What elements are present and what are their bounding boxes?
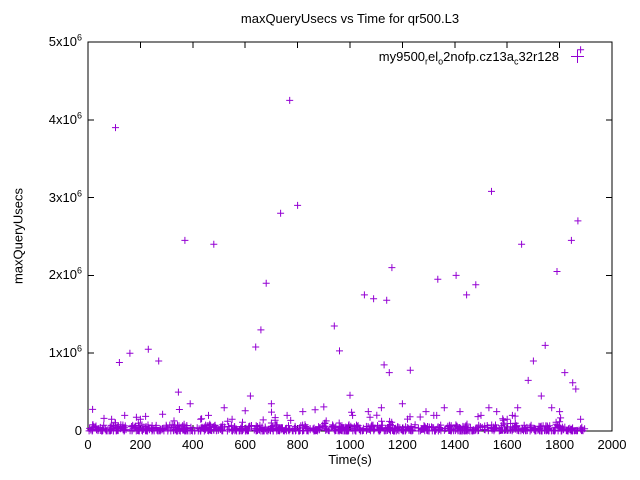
legend: my9500relo2nofp.cz13ac32r128 <box>378 48 584 67</box>
y-tick-label: 2x106 <box>48 266 82 283</box>
scatter-points <box>85 46 589 435</box>
axis-ticks <box>87 41 613 432</box>
y-tick-label: 3x106 <box>48 188 82 205</box>
x-tick-label: 1000 <box>335 437 365 452</box>
y-tick-label: 1x106 <box>48 343 82 361</box>
y-tick-label: 5x106 <box>48 32 82 49</box>
y-tick-label: 4x106 <box>48 110 82 127</box>
x-tick-label: 2000 <box>597 437 627 452</box>
plus-marker-icon <box>571 49 584 63</box>
x-tick-label: 1200 <box>387 437 417 452</box>
y-axis-label: maxQueryUsecs <box>10 187 26 285</box>
x-axis-label: Time(s) <box>328 452 372 467</box>
x-tick-label: 1600 <box>492 437 522 452</box>
x-tick-label: 0 <box>84 437 92 452</box>
x-tick-label: 1400 <box>440 437 470 452</box>
x-tick-label: 1800 <box>545 437 575 452</box>
legend-label: my9500relo2nofp.cz13ac32r128 <box>378 48 559 67</box>
x-tick-label: 600 <box>234 437 257 452</box>
x-tick-label: 200 <box>129 437 152 452</box>
x-tick-label: 400 <box>181 437 204 452</box>
x-tick-label: 800 <box>286 437 309 452</box>
y-tick-label: 0 <box>74 423 82 438</box>
chart-title: maxQueryUsecs vs Time for qr500.L3 <box>240 11 460 26</box>
plot-border <box>87 41 613 432</box>
